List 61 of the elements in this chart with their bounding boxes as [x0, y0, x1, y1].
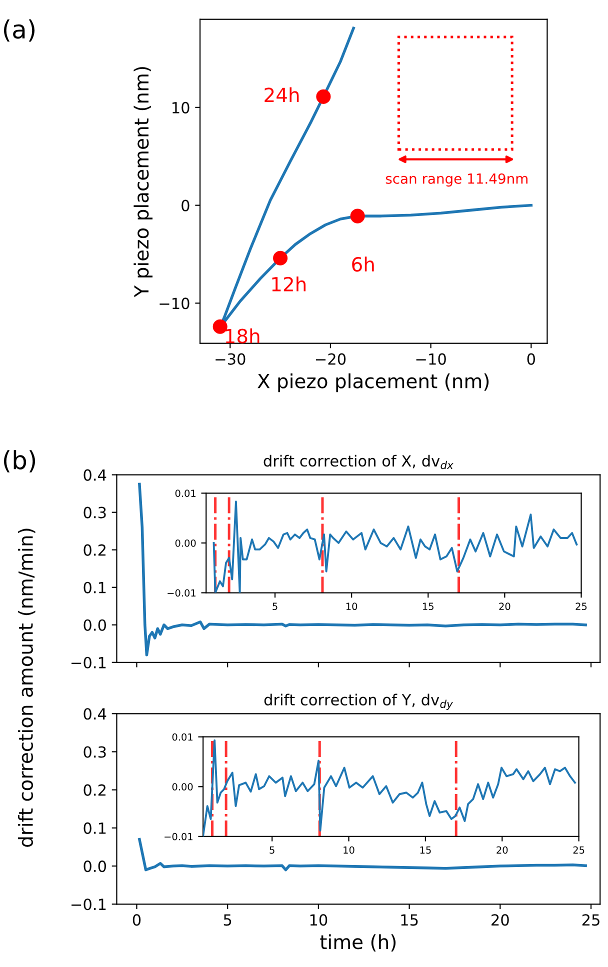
y-tick-label: 0.01 — [175, 490, 196, 497]
x-tick-label: 10 — [346, 602, 358, 610]
x-axis-title: time (h) — [320, 934, 396, 952]
x-tick-label: 25 — [582, 914, 600, 926]
text: (a) — [4, 19, 35, 42]
x-tick-label: −30 — [216, 353, 246, 365]
y-tick-label: 0.4 — [84, 708, 106, 720]
annotation: 6h — [352, 256, 374, 272]
y-tick-label: −0.01 — [164, 832, 192, 840]
annotation: 24h — [264, 87, 299, 102]
x-tick-label: 0 — [527, 353, 535, 365]
line-series — [212, 500, 578, 593]
point — [316, 89, 331, 104]
x-tick-label: 20 — [492, 914, 509, 926]
line-series — [138, 482, 587, 656]
y-tick-label: 0.00 — [172, 783, 193, 790]
y-tick-label: 0.4 — [84, 469, 106, 481]
y-tick-label: 0.00 — [175, 539, 196, 547]
point — [212, 319, 228, 334]
x-tick-label: 25 — [573, 846, 584, 854]
annotation: scan range 11.49nm — [386, 173, 528, 187]
x-tick-label: 5 — [270, 846, 274, 854]
y-tick-label: 0.3 — [84, 746, 106, 758]
x-tick-label: 15 — [420, 846, 431, 854]
x-tick-label: 5 — [272, 602, 278, 610]
y-tick-label: 0 — [182, 200, 190, 212]
y-tick-label: −0.1 — [72, 898, 106, 910]
x-tick-label: 20 — [496, 846, 508, 854]
x-tick-label: 0 — [132, 914, 141, 926]
y-tick-label: 0.01 — [172, 733, 192, 741]
y-axis-title: Y piezo placement (nm) — [134, 67, 153, 298]
line-series — [203, 739, 576, 836]
x-tick-label: 5 — [224, 914, 232, 926]
x-tick-label: 10 — [344, 846, 354, 854]
y-tick-label: 0.2 — [84, 544, 106, 556]
y-tick-label: 0.0 — [84, 860, 106, 872]
x-axis-title: X piezo placement (nm) — [258, 373, 489, 392]
y-axis-title: drift correction amount (nm/min) — [18, 528, 36, 847]
y-tick-label: −0.01 — [168, 589, 196, 597]
x-tick-label: 25 — [576, 602, 587, 610]
point — [350, 208, 365, 224]
x-tick-label: 10 — [310, 914, 328, 926]
y-tick-label: 0.0 — [84, 619, 106, 631]
x-tick-label: 15 — [423, 602, 434, 610]
y-tick-label: 0.1 — [84, 582, 106, 594]
x-tick-label: −20 — [316, 353, 346, 365]
y-tick-label: −10 — [160, 298, 190, 310]
annotation: 12h — [272, 276, 306, 292]
point — [273, 250, 288, 266]
chart-title: drift correction of Y, dv$_{dy}$ — [264, 694, 453, 710]
annotation: 18h — [226, 328, 260, 344]
y-tick-label: 0.3 — [84, 506, 106, 518]
x-tick-label: 15 — [401, 914, 418, 926]
y-tick-label: −0.1 — [72, 656, 106, 668]
chart-title: drift correction of X, dv$_{dx}$ — [264, 454, 454, 470]
x-tick-label: −10 — [416, 353, 446, 365]
y-tick-label: 0.1 — [84, 822, 106, 834]
y-tick-label: 0.2 — [84, 784, 106, 796]
x-tick-label: 20 — [499, 602, 510, 610]
text: (b) — [4, 450, 36, 472]
y-tick-label: 10 — [172, 102, 190, 114]
